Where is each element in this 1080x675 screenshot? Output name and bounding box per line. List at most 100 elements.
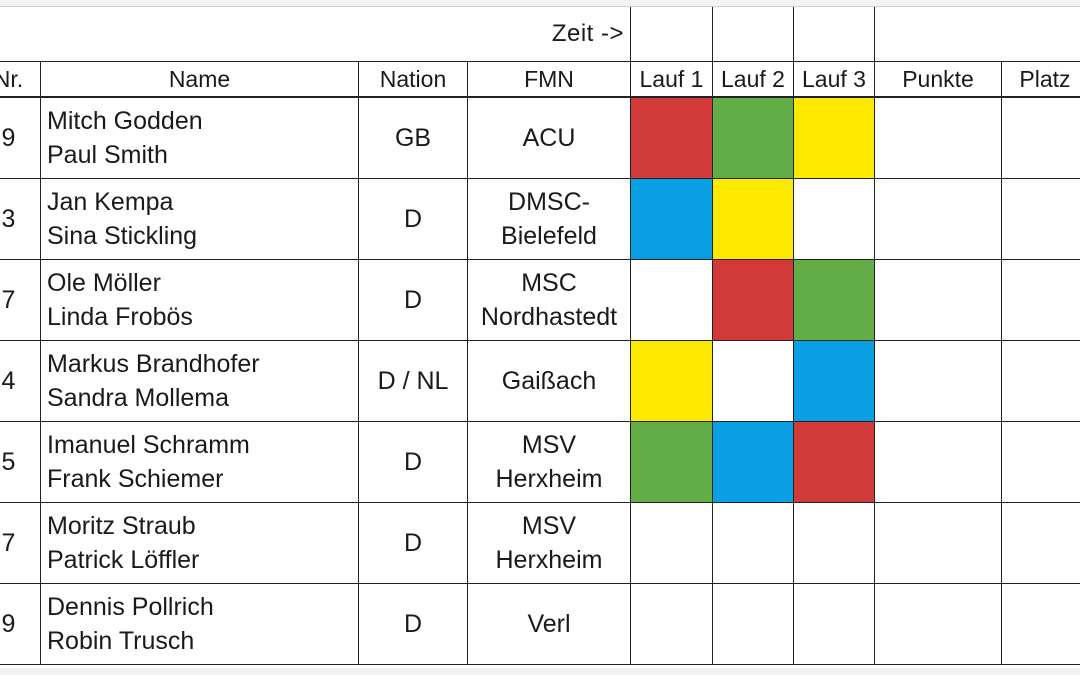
team-names: Jan Kempa Sina Stickling: [40, 178, 359, 260]
fmn-line2: Herxheim: [495, 546, 603, 574]
time-cell-lauf1[interactable]: [630, 7, 713, 62]
passenger-name: Sina Stickling: [47, 222, 198, 250]
table-row: 9 Mitch Godden Paul Smith GB ACU: [0, 96, 1080, 179]
platz-cell[interactable]: [1001, 340, 1080, 422]
lauf2-gate-color[interactable]: [712, 178, 794, 260]
punkte-cell[interactable]: [874, 583, 1002, 665]
results-table: Zeit -> Nr. Name Nation FMN Lauf 1 Lauf …: [0, 7, 1080, 665]
lauf3-gate-color[interactable]: [793, 96, 875, 179]
lauf1-gate-color[interactable]: [630, 421, 713, 503]
table-row: 7 Moritz Straub Patrick Löffler D MSV Herxhei…: [0, 502, 1080, 584]
start-number: 7: [0, 502, 41, 584]
fmn-line1: MSC: [521, 269, 577, 297]
lauf1-gate-color[interactable]: [630, 96, 713, 179]
platz-cell[interactable]: [1001, 421, 1080, 503]
team-names: Dennis Pollrich Robin Trusch: [40, 583, 359, 665]
time-row: Zeit ->: [0, 7, 1080, 62]
lauf3-gate-color[interactable]: [793, 178, 875, 260]
passenger-name: Paul Smith: [47, 141, 168, 169]
fmn-cell: MSC Nordhastedt: [467, 259, 631, 341]
nation-cell: D: [358, 259, 468, 341]
nation-cell: D / NL: [358, 340, 468, 422]
passenger-name: Patrick Löffler: [47, 546, 200, 574]
lauf2-gate-color[interactable]: [712, 96, 794, 179]
lauf2-gate-color[interactable]: [712, 340, 794, 422]
header-fmn: FMN: [467, 61, 631, 98]
fmn-cell: DMSC- Bielefeld: [467, 178, 631, 260]
fmn-line1: DMSC-: [508, 188, 590, 216]
punkte-cell[interactable]: [874, 96, 1002, 179]
lauf3-gate-color[interactable]: [793, 421, 875, 503]
lauf2-gate-color[interactable]: [712, 421, 794, 503]
punkte-cell[interactable]: [874, 259, 1002, 341]
sheet-page: Zeit -> Nr. Name Nation FMN Lauf 1 Lauf …: [0, 6, 1080, 668]
time-label: Zeit ->: [0, 7, 631, 62]
nation-cell: D: [358, 421, 468, 503]
passenger-name: Linda Frobös: [47, 303, 193, 331]
start-number: 4: [0, 340, 41, 422]
platz-cell[interactable]: [1001, 259, 1080, 341]
lauf1-gate-color[interactable]: [630, 259, 713, 341]
fmn-line1: Verl: [527, 610, 571, 638]
fmn-cell: Verl: [467, 583, 631, 665]
team-names: Moritz Straub Patrick Löffler: [40, 502, 359, 584]
lauf3-gate-color[interactable]: [793, 340, 875, 422]
header-platz: Platz: [1001, 61, 1080, 98]
lauf1-gate-color[interactable]: [630, 502, 713, 584]
start-number: 3: [0, 178, 41, 260]
punkte-cell[interactable]: [874, 502, 1002, 584]
lauf1-gate-color[interactable]: [630, 583, 713, 665]
lauf3-gate-color[interactable]: [793, 502, 875, 584]
driver-name: Imanuel Schramm: [47, 431, 250, 459]
lauf1-gate-color[interactable]: [630, 178, 713, 260]
team-names: Mitch Godden Paul Smith: [40, 96, 359, 179]
team-names: Imanuel Schramm Frank Schiemer: [40, 421, 359, 503]
nation-cell: D: [358, 502, 468, 584]
lauf2-gate-color[interactable]: [712, 502, 794, 584]
fmn-line2: Bielefeld: [501, 222, 597, 250]
header-nation: Nation: [358, 61, 468, 98]
lauf2-gate-color[interactable]: [712, 583, 794, 665]
table-row: 5 Imanuel Schramm Frank Schiemer D MSV Herxhe…: [0, 421, 1080, 503]
passenger-name: Sandra Mollema: [47, 384, 230, 412]
platz-cell[interactable]: [1001, 178, 1080, 260]
driver-name: Ole Möller: [47, 269, 161, 297]
table-row: 7 Ole Möller Linda Frobös D MSC Nordhastedt: [0, 259, 1080, 341]
header-lauf1: Lauf 1: [630, 61, 713, 98]
fmn-line2: Herxheim: [495, 465, 603, 493]
time-cell-lauf2[interactable]: [712, 7, 794, 62]
fmn-line2: Nordhastedt: [480, 303, 618, 331]
fmn-line1: ACU: [522, 124, 576, 152]
start-number: 7: [0, 259, 41, 341]
header-lauf2: Lauf 2: [712, 61, 794, 98]
punkte-cell[interactable]: [874, 421, 1002, 503]
punkte-cell[interactable]: [874, 178, 1002, 260]
driver-name: Moritz Straub: [47, 512, 196, 540]
time-cell-lauf3[interactable]: [793, 7, 875, 62]
driver-name: Mitch Godden: [47, 107, 203, 135]
lauf3-gate-color[interactable]: [793, 583, 875, 665]
fmn-cell: Gaißach: [467, 340, 631, 422]
punkte-cell[interactable]: [874, 340, 1002, 422]
lauf3-gate-color[interactable]: [793, 259, 875, 341]
fmn-line1: MSV: [521, 512, 577, 540]
table-row: 4 Markus Brandhofer Sandra Mollema D / NL Ga…: [0, 340, 1080, 422]
lauf2-gate-color[interactable]: [712, 259, 794, 341]
driver-name: Dennis Pollrich: [47, 593, 214, 621]
platz-cell[interactable]: [1001, 96, 1080, 179]
platz-cell[interactable]: [1001, 583, 1080, 665]
header-row: Nr. Name Nation FMN Lauf 1 Lauf 2 Lauf 3…: [0, 61, 1080, 98]
fmn-cell: ACU: [467, 96, 631, 179]
fmn-cell: MSV Herxheim: [467, 502, 631, 584]
table-row: 9 Dennis Pollrich Robin Trusch D Verl: [0, 583, 1080, 665]
team-names: Ole Möller Linda Frobös: [40, 259, 359, 341]
lauf1-gate-color[interactable]: [630, 340, 713, 422]
platz-cell[interactable]: [1001, 502, 1080, 584]
nation-cell: D: [358, 583, 468, 665]
nation-cell: GB: [358, 96, 468, 179]
team-names: Markus Brandhofer Sandra Mollema: [40, 340, 359, 422]
passenger-name: Frank Schiemer: [47, 465, 224, 493]
header-nr: Nr.: [0, 61, 41, 98]
header-lauf3: Lauf 3: [793, 61, 875, 98]
